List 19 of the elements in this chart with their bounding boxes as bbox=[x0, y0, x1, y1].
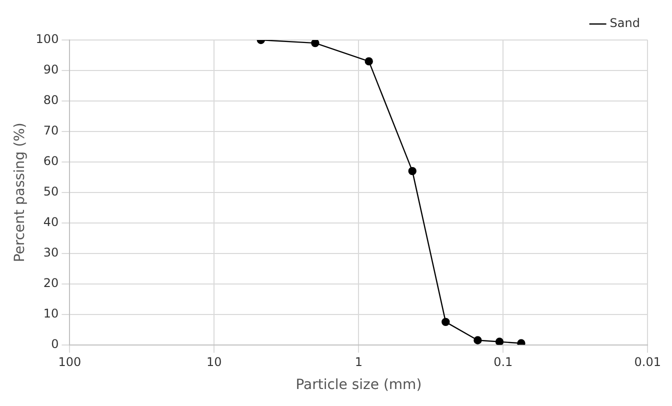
y-tick-label: 70 bbox=[43, 124, 59, 138]
x-tick-label: 100 bbox=[58, 355, 82, 370]
x-tick-label: 0.1 bbox=[494, 355, 513, 370]
y-tick-label: 30 bbox=[43, 245, 59, 260]
y-tick-label: 60 bbox=[43, 154, 59, 168]
x-tick-label: 1 bbox=[354, 355, 362, 370]
legend-label: Sand bbox=[610, 16, 640, 30]
y-tick-label: 90 bbox=[43, 62, 59, 77]
y-tick-label: 50 bbox=[43, 184, 59, 199]
x-tick-label: 10 bbox=[206, 355, 222, 370]
y-tick-label: 10 bbox=[43, 306, 59, 320]
y-tick-label: 40 bbox=[43, 215, 59, 230]
y-tick-label: 0 bbox=[51, 336, 59, 351]
y-tick-label: 100 bbox=[36, 32, 59, 46]
x-tick-label: 0.01 bbox=[634, 355, 661, 370]
x-axis-title: Particle size (mm) bbox=[296, 377, 422, 394]
y-tick-label: 80 bbox=[43, 93, 59, 108]
y-axis-title: Percent passing (%) bbox=[12, 122, 28, 262]
y-tick-label: 20 bbox=[43, 276, 59, 290]
